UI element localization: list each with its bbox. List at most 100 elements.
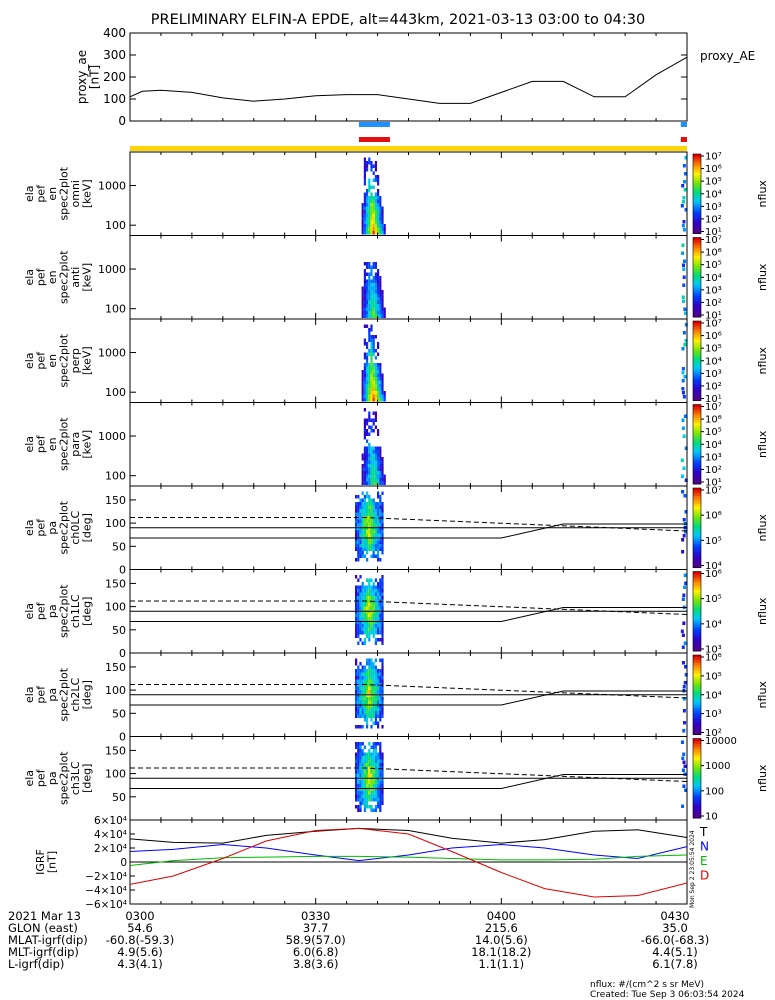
- spec-cell: [359, 606, 362, 610]
- footer-row-label: GLON (east): [8, 921, 78, 935]
- colorbar-cell: [693, 676, 701, 680]
- spec-cell: [357, 808, 360, 812]
- spec-cell: [368, 297, 371, 301]
- spec-cell: [363, 627, 366, 631]
- spec-cell: [370, 231, 373, 235]
- spec-cell: [379, 300, 382, 304]
- spec-cell: [374, 425, 377, 429]
- spec-cell: [370, 617, 373, 621]
- spec-cell: [377, 589, 380, 593]
- spec-cell: [366, 168, 369, 172]
- spec-cell-edge: [682, 275, 686, 279]
- colorbar-tick-label: 10³: [705, 452, 722, 463]
- spec-cell: [355, 676, 358, 680]
- spec-cell: [374, 217, 377, 221]
- creation-side-text: Mon Sep 2 23:05:54 2024: [689, 830, 696, 908]
- spec-cell: [374, 638, 377, 642]
- colorbar-tick-label: 10⁴: [705, 273, 722, 284]
- colorbar-cell: [693, 527, 701, 531]
- spec-cell: [370, 578, 373, 582]
- colorbar-tick-label: 10⁵: [705, 260, 722, 271]
- igrf-ylabel: IGRF[nT]: [34, 849, 59, 875]
- spec-cell: [372, 707, 375, 711]
- spec-cell: [363, 794, 366, 798]
- spec-cell: [366, 672, 369, 676]
- spec-cell: [368, 453, 371, 457]
- spec-cell: [370, 502, 373, 506]
- spec-cell: [370, 453, 373, 457]
- spec-cell: [368, 279, 371, 283]
- spec-cell: [359, 766, 362, 770]
- spec-cell: [361, 206, 364, 210]
- spec-cell: [366, 714, 369, 718]
- spec-cell: [377, 558, 380, 562]
- footer-row-value: 37.7: [303, 921, 329, 935]
- spec-cell: [372, 453, 375, 457]
- spec-cell: [370, 224, 373, 228]
- spec-cell: [368, 707, 371, 711]
- spec-cell-edge: [681, 538, 685, 542]
- spec-cell: [372, 697, 375, 701]
- spec-cell: [374, 794, 377, 798]
- colorbar-label: nflux: [756, 597, 769, 625]
- spec-frame: [129, 235, 688, 320]
- colorbar-cell: [693, 428, 701, 432]
- spec-cell: [363, 495, 366, 499]
- colorbar-cell: [693, 389, 701, 394]
- spec-cell: [368, 770, 371, 774]
- spec-cell: [377, 544, 380, 548]
- spec-cell: [363, 272, 366, 276]
- spec-cell: [374, 617, 377, 621]
- spec-cell: [377, 773, 380, 777]
- spec-cell: [370, 213, 373, 217]
- spec-cell: [374, 745, 377, 749]
- spec-cell: [355, 756, 358, 760]
- spec-cell: [374, 481, 377, 485]
- spec-cell: [370, 471, 373, 475]
- spec-cell: [379, 286, 382, 290]
- spec-ylabel-line: [keV]: [81, 346, 94, 375]
- indicator-bar-blue: [358, 122, 390, 127]
- spec-cell: [379, 373, 382, 377]
- spec-cell: [361, 398, 364, 402]
- spec-cell-edge: [684, 311, 688, 315]
- spec-cell: [381, 801, 384, 805]
- spec-cell: [366, 293, 369, 297]
- spec-cell: [377, 457, 380, 461]
- spec-cell: [372, 290, 375, 294]
- colorbar-cell: [693, 476, 701, 480]
- spec-cell: [361, 759, 364, 763]
- colorbar-cell: [693, 282, 701, 286]
- spec-cell-edge: [682, 729, 686, 733]
- spec-cell: [372, 711, 375, 715]
- spec-cell: [370, 805, 373, 809]
- spec-cell: [377, 784, 380, 788]
- spec-cell: [379, 314, 382, 318]
- spec-cell: [361, 300, 364, 304]
- spec-ytick-label: 100: [105, 601, 126, 614]
- footer-row-value: 1.1(1.1): [479, 957, 525, 971]
- spec-cell: [357, 700, 360, 704]
- spec-ytick-label: 50: [112, 791, 126, 804]
- spec-cell: [374, 387, 377, 391]
- spec-cell: [372, 418, 375, 422]
- spec-cell: [355, 631, 358, 635]
- spec-cell: [363, 554, 366, 558]
- spec-cell: [372, 304, 375, 308]
- spec-cell: [355, 502, 358, 506]
- spec-cell: [379, 697, 382, 701]
- spec-cell: [372, 627, 375, 631]
- spec-cell: [359, 519, 362, 523]
- colorbar-cell: [693, 584, 701, 588]
- spec-cell: [368, 189, 371, 193]
- spec-cell: [355, 495, 358, 499]
- loss-cone-line: [130, 774, 687, 789]
- colorbar-cell: [693, 624, 701, 628]
- igrf-ytick-label: 0: [120, 857, 127, 869]
- spec-cell: [366, 766, 369, 770]
- spec-cell: [377, 686, 380, 690]
- spec-cell: [381, 505, 384, 509]
- spec-cell: [370, 624, 373, 628]
- spec-cell: [359, 697, 362, 701]
